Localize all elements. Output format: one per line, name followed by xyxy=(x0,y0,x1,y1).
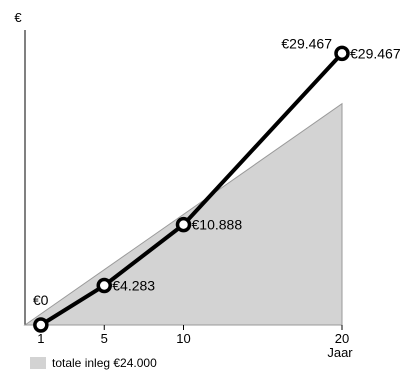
data-point xyxy=(175,216,192,233)
legend-label: totale inleg €24.000 xyxy=(52,356,157,370)
x-axis-label: Jaar xyxy=(327,345,353,360)
data-label: €4.283 xyxy=(112,278,155,294)
data-point xyxy=(33,317,49,333)
data-label-left: €29.467 xyxy=(281,35,332,51)
legend: totale inleg €24.000 xyxy=(30,356,157,370)
data-label: €0 xyxy=(33,292,49,308)
area-totale-inleg xyxy=(23,102,343,326)
legend-swatch xyxy=(30,357,46,369)
series-line xyxy=(39,51,344,327)
x-tick-label: 5 xyxy=(101,331,108,346)
data-label: €29.467 xyxy=(350,45,401,61)
y-axis-label: € xyxy=(14,10,22,25)
x-tick-label: 10 xyxy=(176,331,190,346)
data-point xyxy=(96,277,112,294)
data-label: €10.888 xyxy=(192,217,243,233)
x-tick-label: 20 xyxy=(335,331,349,346)
x-tick-label: 1 xyxy=(37,331,44,346)
data-point xyxy=(334,45,350,62)
